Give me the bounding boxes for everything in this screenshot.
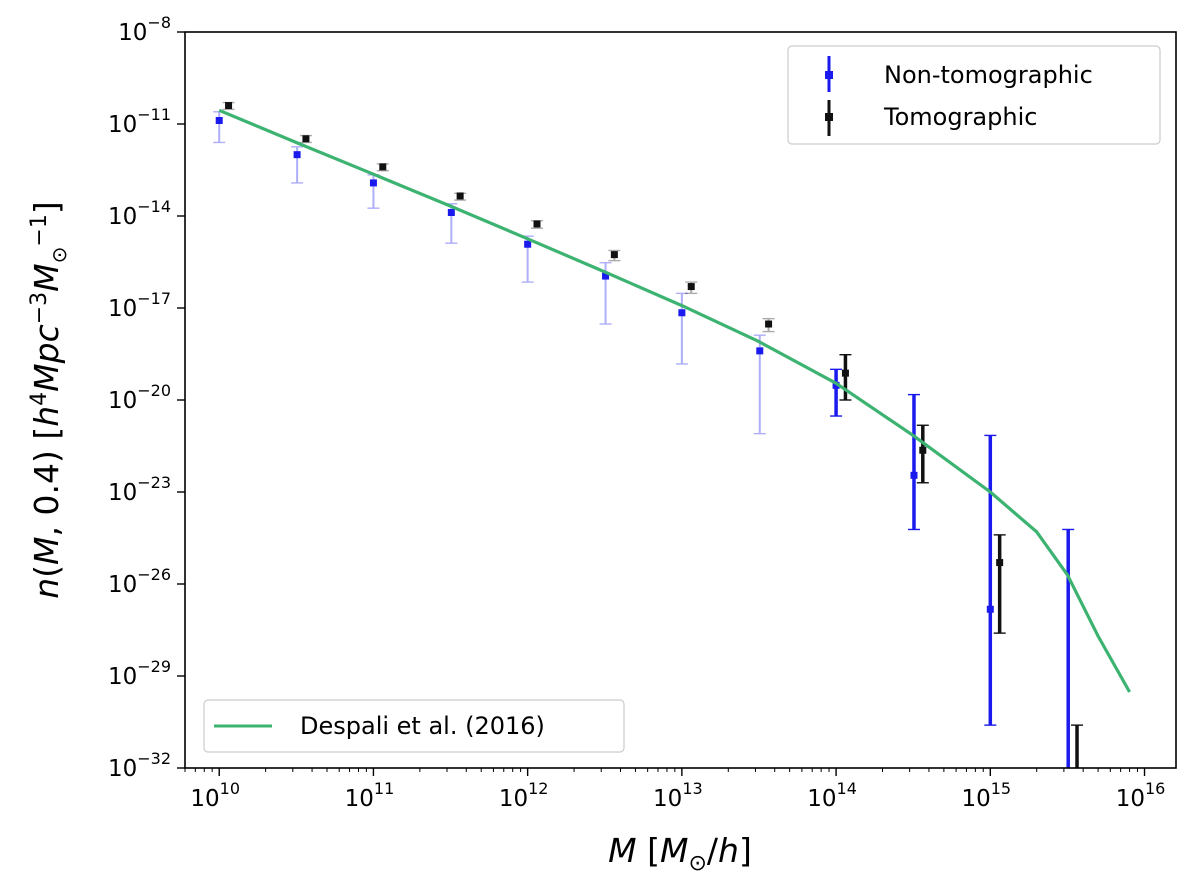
data-point	[456, 192, 464, 200]
data-point	[687, 283, 695, 291]
y-axis-label: n(M, 0.4) [h4Mpc−3M⊙−1]	[27, 201, 71, 598]
error-bar	[984, 434, 997, 726]
data-point	[533, 220, 541, 228]
data-point	[369, 179, 377, 187]
error-bar	[830, 368, 843, 417]
data-point	[678, 309, 686, 317]
x-tick-label: 1012	[499, 779, 549, 812]
y-tick-label: 10−23	[108, 473, 171, 506]
data-point	[447, 209, 455, 217]
y-tick-label: 10−32	[108, 749, 171, 782]
legend-box	[787, 45, 1161, 145]
data-point	[910, 471, 918, 479]
data-point	[919, 446, 927, 454]
data-point	[996, 559, 1004, 567]
data-point	[841, 369, 849, 377]
data-point	[610, 251, 618, 259]
error-bar	[993, 534, 1006, 634]
data-point	[225, 102, 233, 110]
y-tick-label: 10−17	[108, 289, 171, 322]
error-bar	[839, 354, 852, 401]
plot-area	[213, 101, 1131, 768]
data-point	[756, 347, 764, 355]
error-bar	[907, 393, 920, 531]
x-tick-label: 1015	[961, 779, 1011, 812]
legend-marker-tomographic	[825, 100, 833, 136]
y-tick-label: 10−11	[108, 105, 171, 138]
x-tick-label: 1013	[653, 779, 703, 812]
x-tick-label: 1016	[1116, 779, 1166, 812]
error-bar	[213, 111, 226, 144]
legend-label-despali: Despali et al. (2016)	[300, 712, 545, 740]
data-point	[302, 135, 310, 143]
data-point	[379, 163, 387, 171]
legend-label-non-tomographic: Non-tomographic	[884, 61, 1093, 89]
data-point	[986, 605, 994, 613]
x-tick-label: 1010	[190, 779, 240, 812]
error-bar	[1062, 528, 1075, 768]
y-tick-label: 10−20	[108, 381, 171, 414]
y-tick-label: 10−29	[108, 657, 171, 690]
legend-series: Non-tomographic Tomographic	[787, 45, 1161, 145]
data-point	[293, 151, 301, 159]
x-axis: 1010 1011 1012 1013 1014 1015 1016	[184, 768, 1166, 812]
y-tick-label: 10−8	[118, 13, 171, 46]
legend-model: Despali et al. (2016)	[203, 699, 625, 753]
x-tick-label: 1014	[807, 779, 857, 812]
error-bar	[1071, 724, 1084, 768]
y-axis: 10−32 10−29 10−26 10−23 10−20 10−17 10−14 10−11…	[108, 13, 185, 782]
y-tick-label: 10−26	[108, 565, 171, 598]
series-tomographic	[222, 101, 1084, 768]
x-axis-label: M [M⊙/h]	[608, 831, 752, 876]
data-point	[215, 117, 223, 125]
data-point	[765, 320, 773, 328]
despali-model-curve	[218, 108, 1131, 693]
y-tick-label: 10−14	[108, 197, 171, 230]
data-point	[602, 272, 610, 280]
x-tick-label: 1011	[345, 779, 395, 812]
data-point	[832, 381, 840, 389]
error-bar	[916, 424, 929, 484]
legend-box	[203, 699, 625, 753]
legend-marker-non-tomographic	[825, 56, 833, 92]
series-non-tomographic	[213, 111, 1075, 768]
data-point	[524, 240, 532, 248]
legend-label-tomographic: Tomographic	[883, 103, 1037, 131]
